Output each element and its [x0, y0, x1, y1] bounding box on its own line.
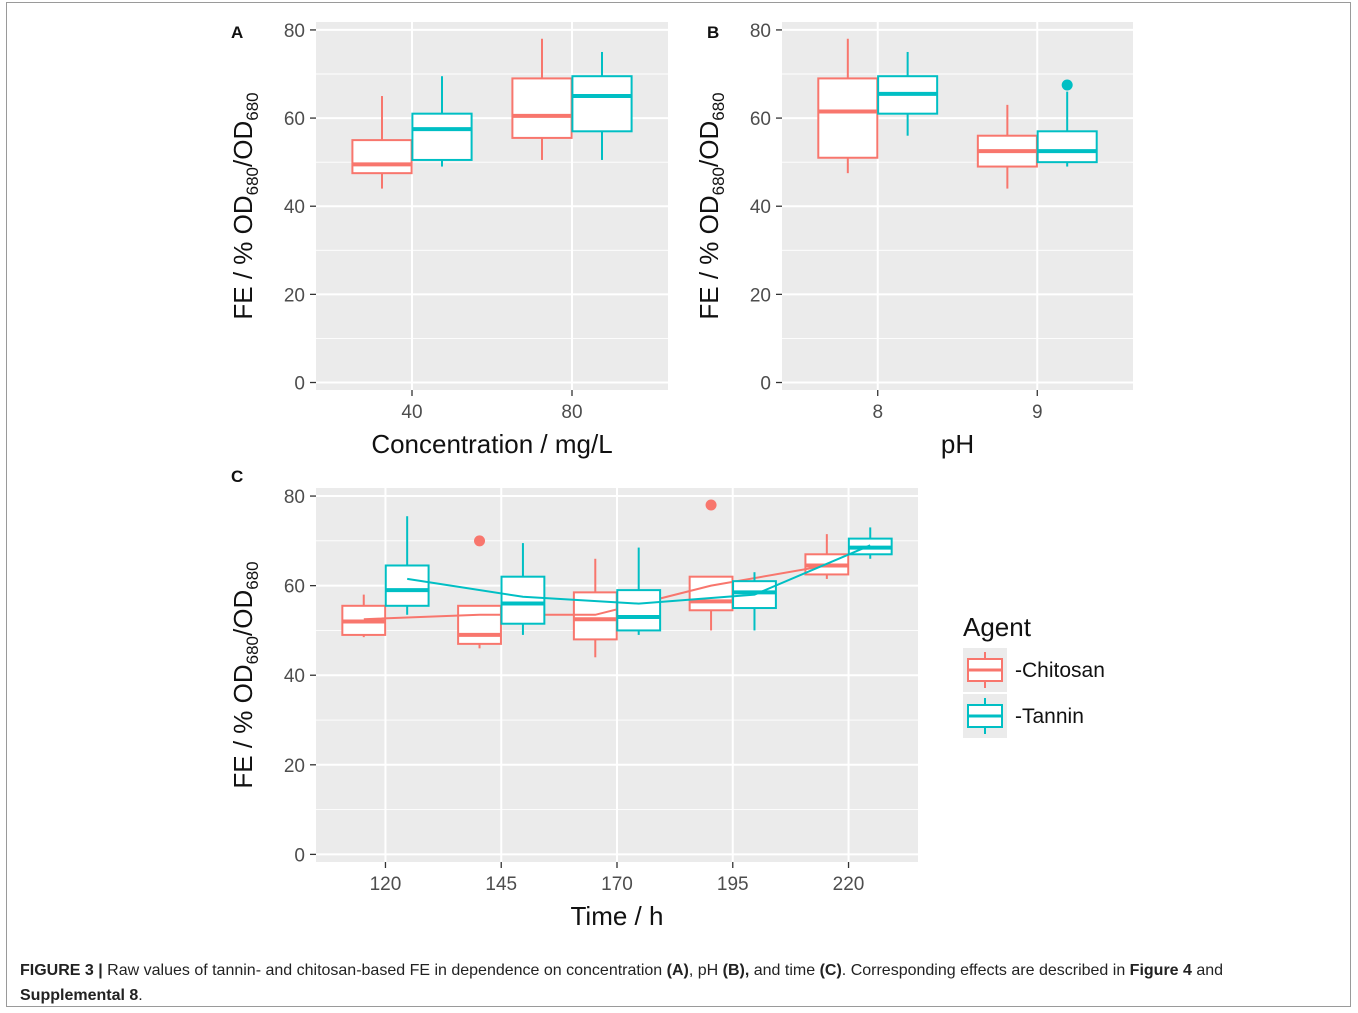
- panel-label: A: [231, 23, 243, 42]
- panel-label: C: [231, 467, 243, 486]
- x-axis-title: pH: [941, 429, 974, 459]
- caption-text: and: [1191, 962, 1224, 979]
- series-tannin: [384, 516, 893, 635]
- panel-c: 0 20 40 60 80 120 145 170 195 220 Time / h FE / % O…: [228, 467, 918, 931]
- box: [1036, 130, 1098, 164]
- legend-title: Agent: [963, 612, 1032, 642]
- legend-label: -Tannin: [1015, 705, 1084, 728]
- y-tick-label: 0: [760, 374, 771, 395]
- y-tick-label: 0: [294, 374, 305, 395]
- box: [384, 564, 430, 607]
- x-axis-title: Time / h: [571, 901, 664, 931]
- caption-link-figure-4[interactable]: Figure 4: [1129, 962, 1192, 979]
- caption-text: .: [138, 987, 143, 1004]
- x-tick-label: 220: [833, 874, 865, 895]
- y-axis-title: FE / % OD680/OD680: [228, 561, 262, 788]
- y-tick-label: 80: [284, 21, 305, 42]
- y-tick-label: 60: [284, 577, 305, 598]
- y-tick-label: 20: [284, 285, 305, 306]
- legend-item: -Chitosan: [963, 648, 1105, 692]
- trend-line: [407, 544, 871, 605]
- series-chitosan: [351, 38, 573, 189]
- legend-label: -Chitosan: [1015, 659, 1105, 682]
- box: [351, 139, 413, 175]
- box: [732, 580, 777, 610]
- caption-ref-c: (C): [819, 962, 842, 979]
- series-tannin: [411, 51, 633, 167]
- caption-text: and time: [749, 962, 820, 979]
- y-tick-label: 80: [284, 487, 305, 508]
- caption-text: , pH: [688, 962, 723, 979]
- y-tick-label: 20: [750, 285, 771, 306]
- figure-frame: [6, 2, 1351, 1007]
- outlier-point: [474, 535, 486, 547]
- x-tick-label: 40: [401, 402, 422, 423]
- y-axis-title: FE / % OD680/OD680: [228, 92, 262, 319]
- series-chitosan: [817, 38, 1038, 189]
- box: [688, 575, 734, 612]
- trend-line: [363, 564, 827, 621]
- box: [411, 112, 473, 161]
- outlier-point: [705, 499, 717, 511]
- x-tick-label: 9: [1032, 402, 1043, 423]
- outlier-point: [1061, 79, 1073, 91]
- panel-b: 0 20 40 60 80 8 9 pH FE / % OD680/OD680 B: [694, 21, 1133, 459]
- panel-label: B: [707, 23, 719, 42]
- box: [457, 604, 502, 645]
- caption-text: Raw values of tannin- and chitosan-based…: [102, 962, 667, 979]
- box: [511, 77, 573, 139]
- panel-a: 0 20 40 60 80 40 80 Concentration / mg/L FE / % …: [228, 21, 668, 459]
- x-tick-label: 8: [872, 402, 883, 423]
- y-tick-label: 0: [294, 845, 305, 866]
- figure-caption: FIGURE 3 | Raw values of tannin- and chi…: [20, 958, 1330, 1008]
- box: [500, 575, 546, 625]
- y-tick-label: 60: [750, 109, 771, 130]
- box: [817, 77, 879, 159]
- x-tick-label: 80: [561, 402, 582, 423]
- y-tick-label: 40: [750, 197, 771, 218]
- y-tick-label: 60: [284, 109, 305, 130]
- x-tick-label: 120: [370, 874, 402, 895]
- x-axis-title: Concentration / mg/L: [371, 429, 612, 459]
- legend: Agent -Chitosan -Tannin: [963, 612, 1105, 738]
- x-tick-label: 145: [485, 874, 517, 895]
- caption-text: . Corresponding effects are described in: [841, 962, 1130, 979]
- legend-item: -Tannin: [963, 694, 1084, 738]
- caption-ref-a: (A): [666, 962, 689, 979]
- x-tick-label: 195: [717, 874, 749, 895]
- y-tick-label: 40: [284, 197, 305, 218]
- box: [616, 589, 662, 632]
- box: [571, 75, 633, 133]
- y-tick-label: 80: [750, 21, 771, 42]
- series-tannin: [877, 51, 1098, 167]
- caption-link-supplemental-8[interactable]: Supplemental 8: [20, 987, 139, 1004]
- y-tick-label: 40: [284, 666, 305, 687]
- caption-figure-label: FIGURE 3 |: [20, 962, 103, 979]
- y-axis-title: FE / % OD680/OD680: [694, 92, 728, 319]
- caption-ref-b: (B),: [722, 962, 750, 979]
- x-tick-label: 170: [601, 874, 633, 895]
- y-tick-label: 20: [284, 756, 305, 777]
